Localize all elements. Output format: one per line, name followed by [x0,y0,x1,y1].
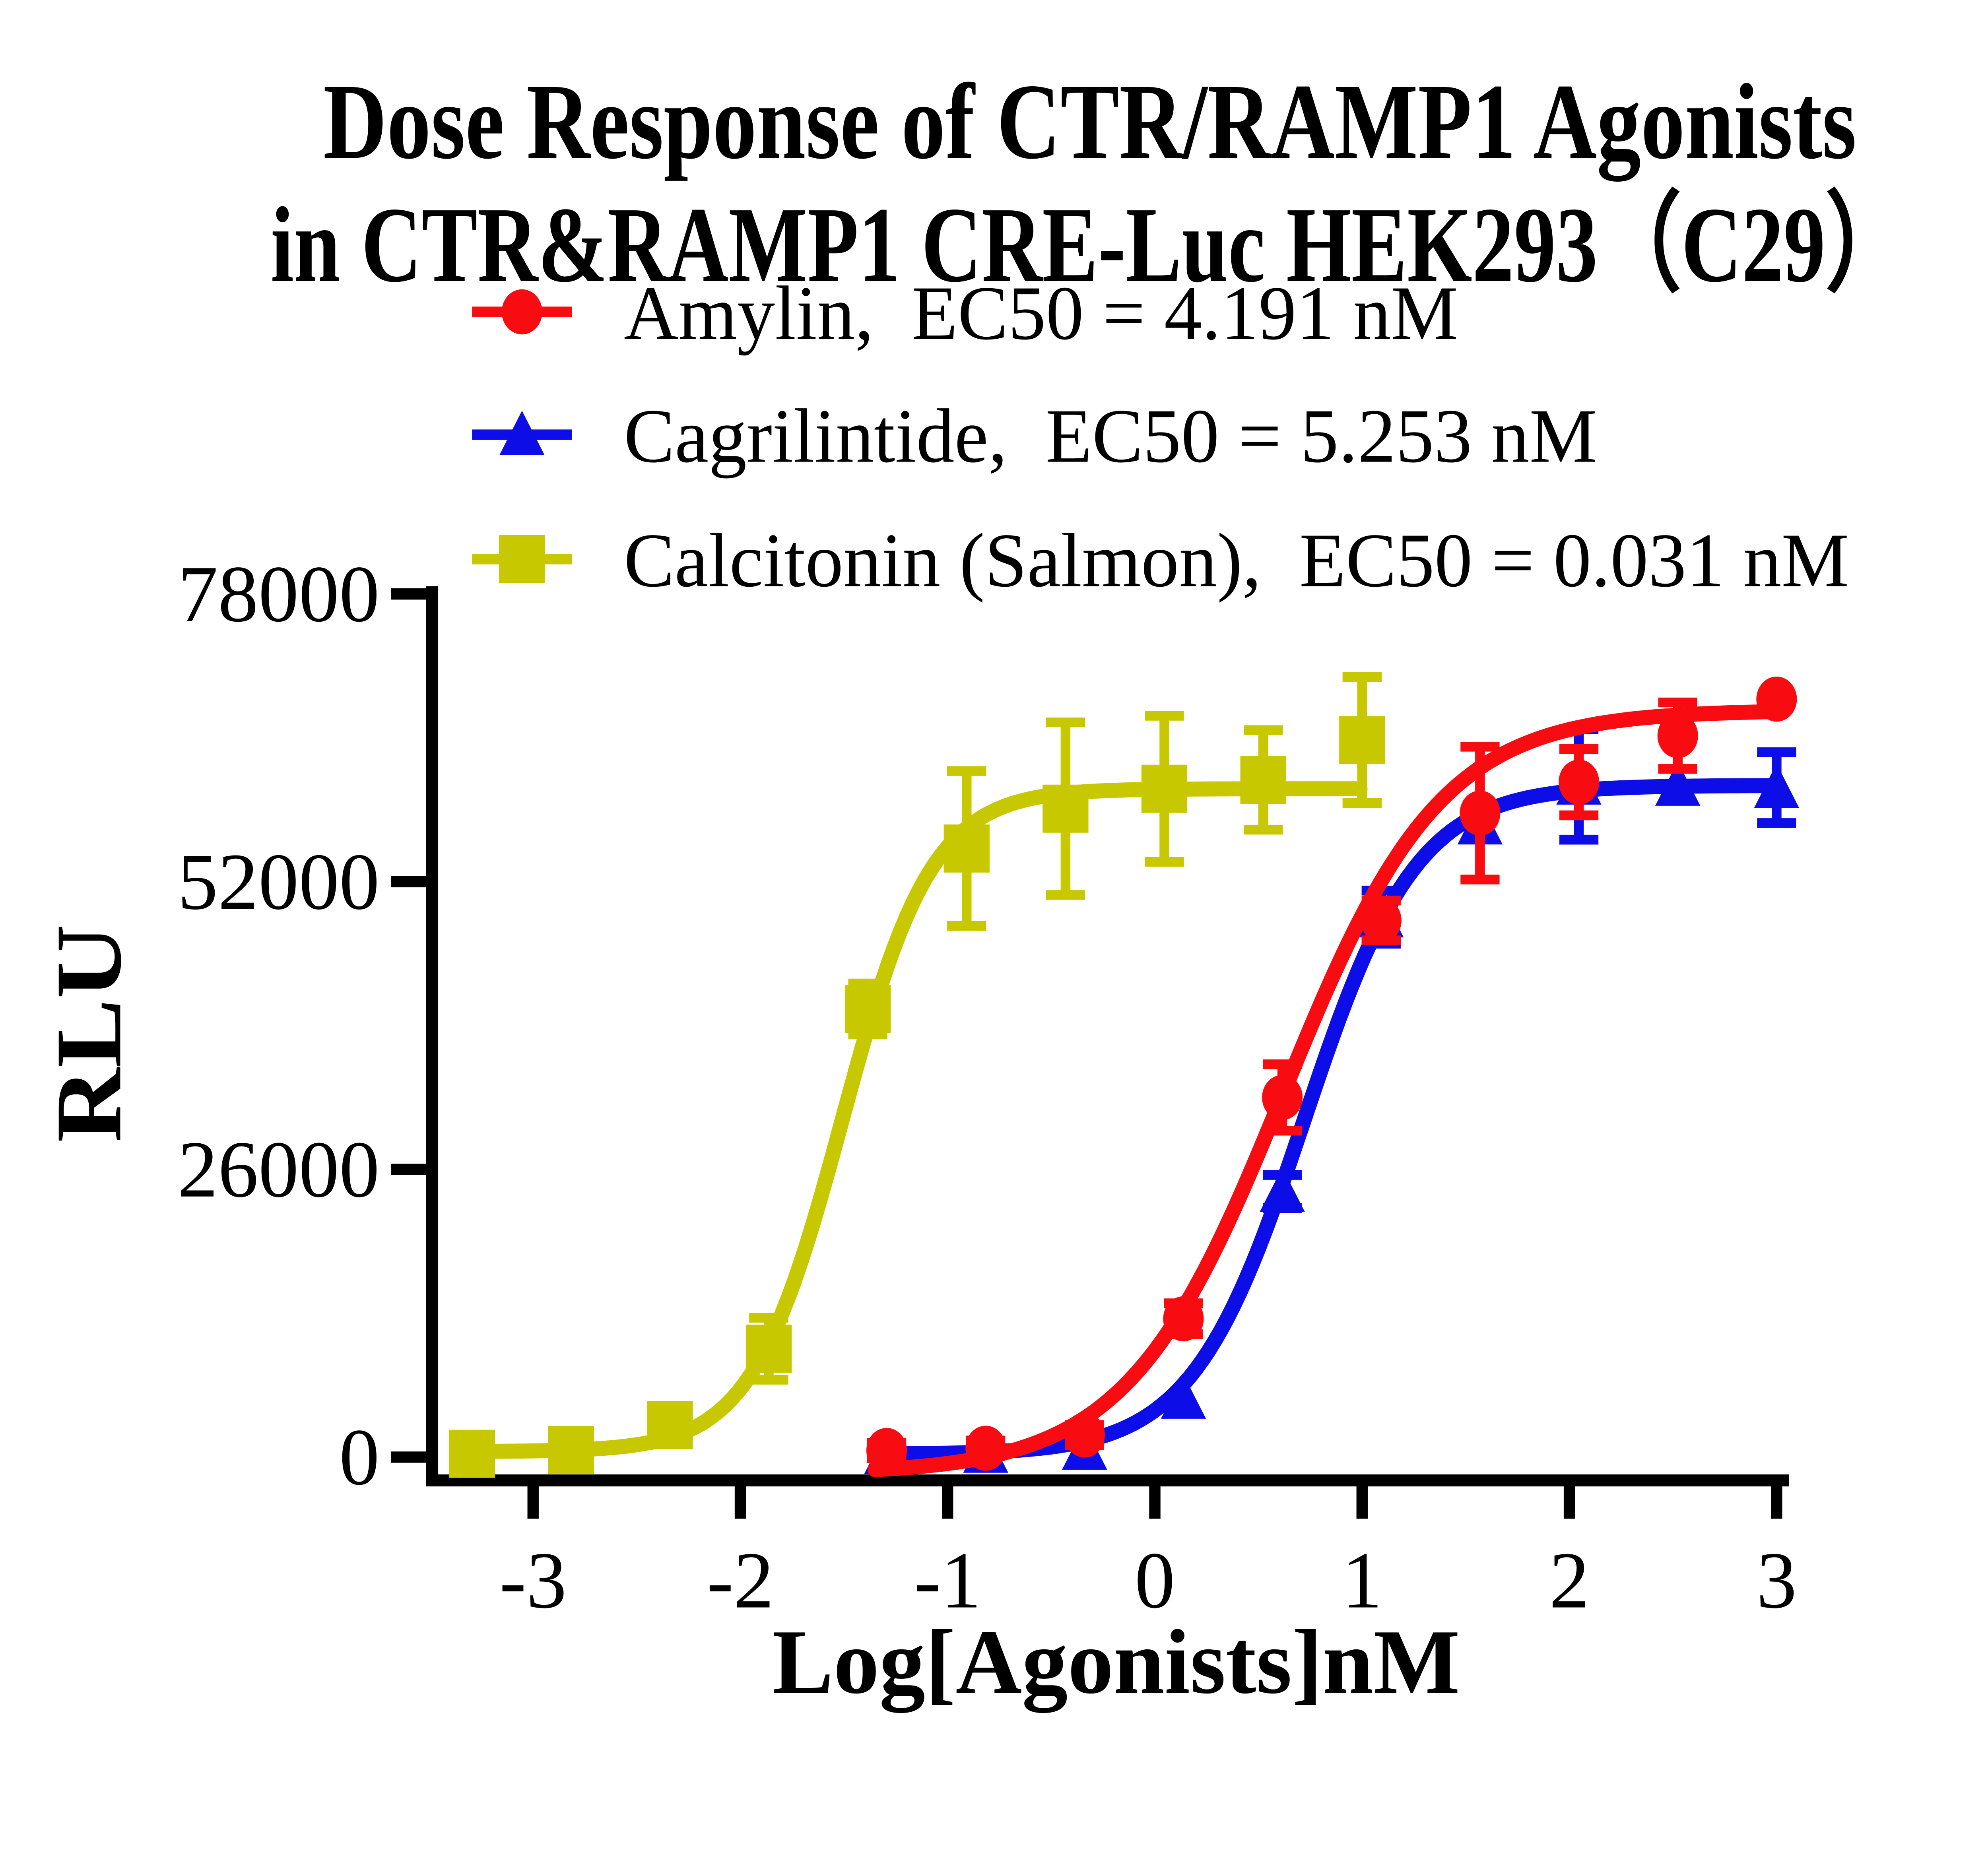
circle-data-point [1262,1075,1303,1120]
x-tick-label: -2 [707,1535,774,1625]
circle-data-point [1657,713,1698,758]
square-data-point [548,1426,594,1474]
square-data-point [449,1430,495,1478]
x-tick-label: -3 [499,1535,567,1625]
circle-data-point [1559,759,1600,805]
triangle-data-point [1655,761,1701,806]
legend-item-cagrilintide: Cagrilintide, EC50 = 5.253 nM [472,393,1597,479]
y-tick-label: 0 [339,1412,380,1501]
square-data-point [647,1401,693,1449]
circle-data-point [1064,1412,1105,1458]
circle-data-point [866,1428,907,1473]
x-tick-label: 1 [1342,1535,1382,1625]
circle-icon [501,289,542,335]
legend-item-amylin: Amylin, EC50 = 4.191 nM [472,270,1458,356]
triangle-data-point [1754,763,1800,808]
chart-title-line1: Dose Response of CTR/RAMP1 Agonists [323,62,1856,182]
cagrilintide-triangle-icon [472,411,572,455]
triangle-icon [499,411,545,455]
chart-title-line2: in CTR&RAMP1 CRE-Luc HEK293（C29） [271,185,1909,305]
y-tick-label: 26000 [178,1125,380,1214]
x-tick-label: -1 [914,1535,981,1625]
axis-tick-labels: 0 26000 52000 78000 -3 -2 -1 0 1 2 3 [178,549,1797,1625]
dose-response-chart: Dose Response of CTR/RAMP1 Agonists in C… [0,0,1988,1767]
calcitonin-square-icon [472,535,572,583]
fit-curve [463,781,1368,1459]
axes [390,586,1789,1519]
y-axis-title: RLU [37,924,141,1143]
circle-data-point [965,1426,1006,1471]
circle-data-point [1361,898,1402,943]
square-data-point [1043,784,1089,833]
chart-title: Dose Response of CTR/RAMP1 Agonists in C… [271,62,1909,305]
series-amylin [866,676,1797,1477]
x-tick-label: 0 [1135,1535,1175,1625]
square-icon [499,535,545,583]
square-data-point [1141,764,1188,813]
circle-data-point [1460,790,1501,836]
x-tick-label: 3 [1757,1535,1797,1625]
triangle-data-point [1161,1374,1206,1419]
legend-label-cagrilintide: Cagrilintide, EC50 = 5.253 nM [624,393,1597,479]
square-data-point [944,824,990,873]
legend-label-calcitonin: Calcitonin (Salmon), EC50 = 0.031 nM [624,517,1849,603]
y-tick-label: 52000 [178,837,380,926]
square-data-point [1240,756,1286,804]
amylin-circle-icon [472,289,572,335]
series-layer [449,672,1800,1478]
x-tick-label: 2 [1549,1535,1590,1625]
legend-label-amylin: Amylin, EC50 = 4.191 nM [624,270,1458,356]
square-data-point [746,1325,792,1373]
chart-background [0,0,1988,1767]
y-tick-label: 78000 [178,549,380,638]
legend-item-calcitonin: Calcitonin (Salmon), EC50 = 0.031 nM [472,517,1849,603]
legend: Amylin, EC50 = 4.191 nM Cagrilintide, EC… [472,270,1849,603]
square-data-point [1339,716,1385,764]
fit-curve [867,704,1784,1477]
triangle-data-point [1260,1167,1305,1212]
square-data-point [845,985,891,1033]
circle-data-point [1163,1296,1204,1342]
x-axis-title: Log[Agonists]nM [772,1611,1460,1713]
series-calcitonin-salmon- [449,672,1385,1478]
circle-data-point [1756,676,1797,722]
